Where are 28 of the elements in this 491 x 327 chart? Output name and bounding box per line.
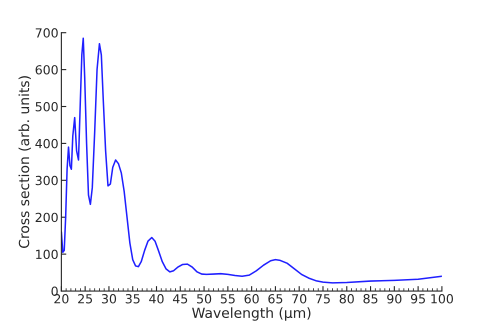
y-tick-label: 0 xyxy=(51,286,58,296)
y-tick-label: 400 xyxy=(35,138,58,148)
x-tick-label: 25 xyxy=(78,294,92,304)
x-tick-label: 85 xyxy=(363,294,378,304)
x-tick-label: 40 xyxy=(149,294,164,304)
y-tick-label: 300 xyxy=(36,176,58,186)
x-tick-label: 60 xyxy=(244,294,259,304)
x-tick-label: 50 xyxy=(197,294,212,304)
y-tick-label: 600 xyxy=(36,65,58,75)
x-tick-label: 75 xyxy=(316,294,330,304)
x-tick-label: 70 xyxy=(292,294,306,304)
y-tick-label: 700 xyxy=(36,28,58,38)
y-axis-title: Cross section (arb. units) xyxy=(18,76,31,248)
line-series xyxy=(61,37,442,284)
x-tick-label: 30 xyxy=(102,294,116,304)
x-tick-label: 35 xyxy=(126,294,140,304)
x-tick-label: 80 xyxy=(340,294,354,304)
x-tick-label: 95 xyxy=(410,294,425,304)
x-tick-label: 45 xyxy=(172,294,188,304)
x-tick-label: 100 xyxy=(431,294,453,304)
x-tick-label: 90 xyxy=(387,294,402,304)
x-tick-label: 20 xyxy=(54,294,68,304)
y-tick-label: 200 xyxy=(36,212,58,222)
y-tick-label: 100 xyxy=(36,250,58,260)
y-tick-label: 500 xyxy=(36,102,58,112)
x-tick-label: 65 xyxy=(268,294,282,304)
x-tick-label: 55 xyxy=(220,294,235,304)
x-axis-title: Wavelength (μm) xyxy=(192,307,310,321)
